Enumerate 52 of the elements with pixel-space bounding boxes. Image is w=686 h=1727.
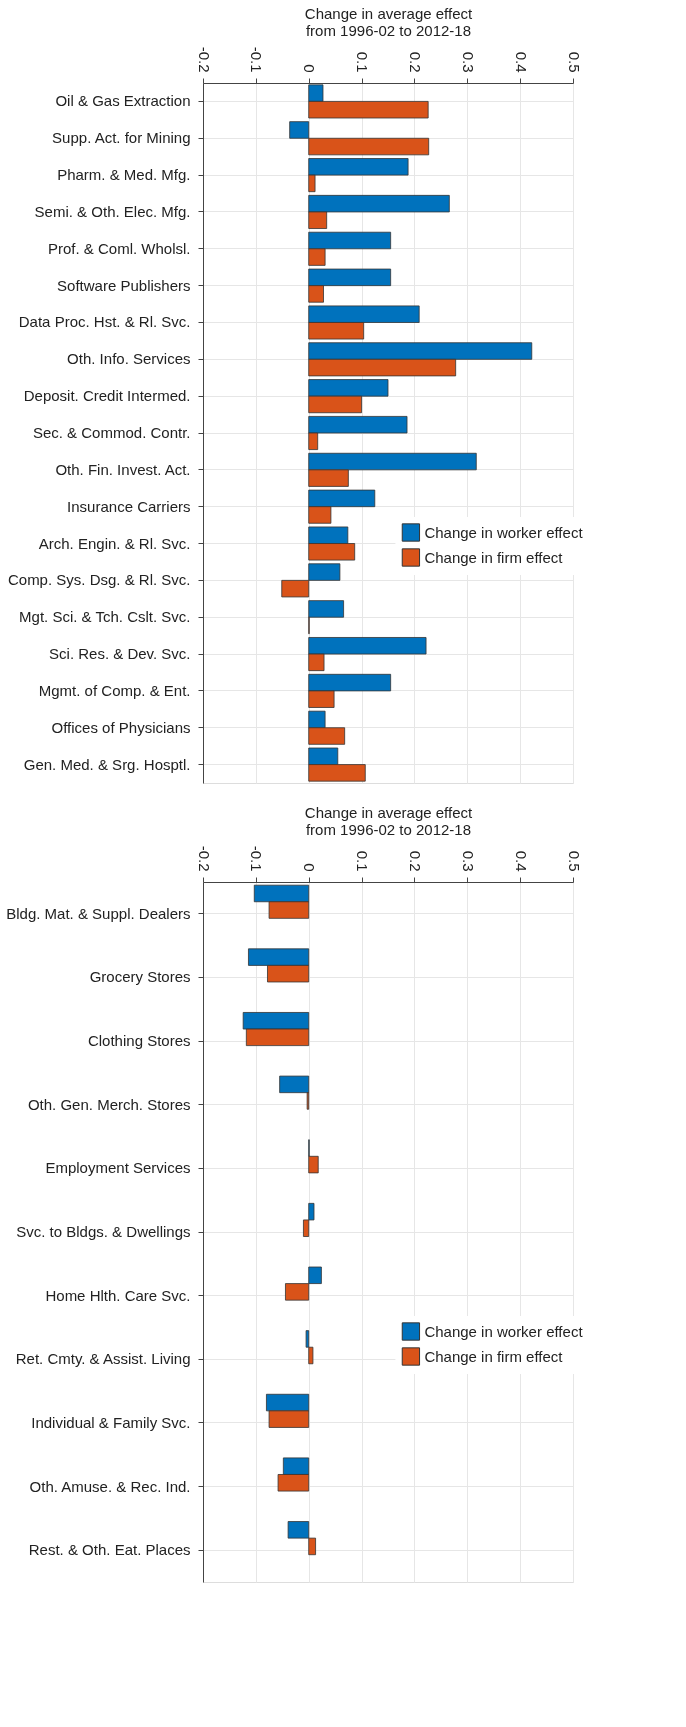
x-tick-label: 0.2 [406,850,424,872]
y-tick-label: Semi. & Oth. Elec. Mfg. [34,202,191,220]
y-tick-label: Data Proc. Hst. & Rl. Svc. [18,313,191,331]
y-tick-label: Oth. Amuse. & Rec. Ind. [29,1477,191,1495]
x-axis-title: Change in average effect from 1996-02 to 2012-18 [304,4,473,39]
y-tick-label: Gen. Med. & Srg. Hosptl. [23,755,191,773]
x-tick-label: 0.5 [565,850,583,872]
x-tick-label: 0.4 [512,51,530,73]
y-tick-label: Bldg. Mat. & Suppl. Dealers [6,904,191,922]
y-tick-label: Oth. Fin. Invest. Act. [55,460,191,478]
x-tick-label: 0.3 [459,51,477,73]
legend-label: Change in firm effect [424,548,564,566]
legend-label: Change in worker effect [424,1322,584,1340]
y-tick-label: Mgt. Sci. & Tch. Cslt. Svc. [19,608,191,626]
y-tick-label: Oth. Gen. Merch. Stores [27,1095,191,1113]
y-tick-label: Clothing Stores [87,1032,191,1050]
x-tick-label: 0 [301,64,319,73]
y-tick-label: Sci. Res. & Dev. Svc. [49,645,191,663]
x-tick-label: -0.1 [248,46,266,73]
y-tick-label: Oil & Gas Extraction [55,92,191,110]
x-tick-label: -0.2 [195,46,213,73]
y-tick-label: Comp. Sys. Dsg. & Rl. Svc. [7,571,191,589]
y-tick-label: Arch. Engin. & Rl. Svc. [38,534,191,552]
legend-label: Change in firm effect [424,1347,564,1365]
y-tick-label: Ret. Cmty. & Assist. Living [15,1350,191,1368]
x-tick-label: 0.1 [354,51,372,73]
legend-label: Change in worker effect [424,523,584,541]
x-tick-label: 0.4 [512,850,530,872]
y-tick-label: Software Publishers [57,276,191,294]
y-tick-label: Individual & Family Svc. [31,1413,191,1431]
x-tick-label: 0.3 [459,850,477,872]
y-tick-label: Prof. & Coml. Wholsl. [47,239,191,257]
x-axis-title: Change in average effect from 1996-02 to 2012-18 [304,803,473,838]
y-tick-label: Mgmt. of Comp. & Ent. [38,681,191,699]
y-tick-label: Home Hlth. Care Svc. [45,1286,191,1304]
y-tick-label: Deposit. Credit Intermed. [23,387,191,405]
y-tick-label: Supp. Act. for Mining [52,129,191,147]
y-tick-label: Rest. & Oth. Eat. Places [28,1541,191,1559]
y-tick-label: Sec. & Commod. Contr. [32,424,191,441]
x-tick-label: 0.5 [565,51,583,73]
x-tick-label: 0.1 [354,850,372,872]
x-tick-label: -0.2 [195,845,213,872]
y-tick-label: Svc. to Bldgs. & Dwellings [16,1223,191,1240]
y-tick-label: Employment Services [45,1159,191,1177]
x-tick-label: -0.1 [248,845,266,872]
y-tick-label: Oth. Info. Services [67,350,191,368]
x-tick-label: 0 [301,863,319,872]
y-tick-label: Insurance Carriers [67,497,191,515]
y-tick-label: Pharm. & Med. Mfg. [57,166,191,184]
y-tick-label: Offices of Physicians [51,718,191,736]
y-tick-label: Grocery Stores [89,968,191,986]
x-tick-label: 0.2 [406,51,424,73]
